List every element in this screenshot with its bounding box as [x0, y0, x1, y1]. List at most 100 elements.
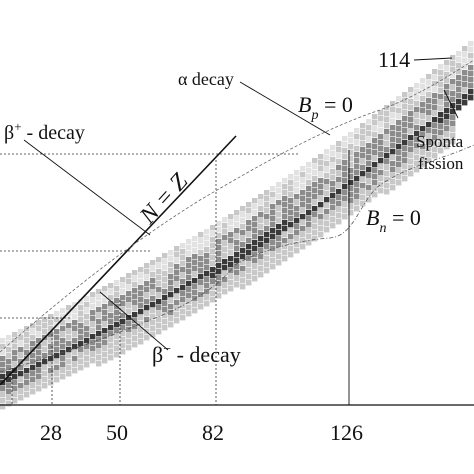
nuclide-cell [228, 274, 234, 280]
nuclide-cell [354, 194, 360, 200]
nuclide-cell [90, 304, 96, 310]
nuclide-cell [450, 127, 456, 133]
nuclide-cell [342, 136, 348, 142]
nuclide-cell [174, 264, 180, 270]
nuclide-cell [456, 81, 462, 87]
nuclide-cell [0, 404, 6, 410]
nuclide-cell [444, 84, 450, 90]
nuclide-cell [420, 144, 426, 150]
nuclide-cell [90, 298, 96, 304]
nuclide-cell [336, 195, 342, 201]
nuclide-cell [42, 323, 48, 329]
nuclide-cell [108, 319, 114, 325]
nuclide-cell [324, 155, 330, 161]
nuclide-cell [414, 113, 420, 119]
nuclide-cell [186, 305, 192, 311]
nuclide-cell [354, 128, 360, 134]
nuclide-cell [96, 337, 102, 343]
nuclide-cell [270, 222, 276, 228]
nuclide-cell [18, 341, 24, 347]
nuclide-cell [462, 100, 468, 106]
nuclide-cell [138, 309, 144, 315]
nuclide-cell [426, 86, 432, 92]
nuclide-cell [372, 132, 378, 138]
nuclide-cell [330, 217, 336, 223]
nuclide-cell [264, 256, 270, 262]
nuclide-cell [180, 255, 186, 261]
nuclide-cell [252, 264, 258, 270]
nuclide-cell [456, 105, 462, 111]
nuclide-cell [330, 193, 336, 199]
nuclide-cell [132, 336, 138, 342]
nuclide-cell [126, 345, 132, 351]
nuclide-cell [156, 329, 162, 335]
nuclide-cell [84, 356, 90, 362]
nuclide-cell [138, 321, 144, 327]
nuclide-cell [198, 298, 204, 304]
nuclide-cell [204, 277, 210, 283]
nuclide-cell [204, 253, 210, 259]
nuclide-cell [390, 185, 396, 191]
nuclide-cell [162, 289, 168, 295]
nuclide-cell [426, 140, 432, 146]
nuclide-cell [366, 197, 372, 203]
nuclide-cell [414, 95, 420, 101]
nuclide-cell [432, 153, 438, 159]
nuclide-cell [174, 252, 180, 258]
nuclide-cell [372, 156, 378, 162]
nuclide-cell [408, 87, 414, 93]
nuclide-cell [348, 210, 354, 216]
nuclide-cell [438, 94, 444, 100]
nuclide-cell [348, 132, 354, 138]
nuclide-cell [174, 300, 180, 306]
nuclide-cell [54, 347, 60, 353]
nuclide-cell [6, 389, 12, 395]
bp-label: Bp = 0 [298, 92, 353, 123]
nuclide-cell [234, 270, 240, 276]
nuclide-cell [66, 365, 72, 371]
nuclide-cell [192, 302, 198, 308]
nuclide-cell [108, 355, 114, 361]
nuclide-cell [216, 251, 222, 257]
nuclide-cell [432, 69, 438, 75]
nuclide-cell [6, 335, 12, 341]
nuclide-cell [360, 171, 366, 177]
nuclide-cell [456, 63, 462, 69]
nuclide-cell [186, 245, 192, 251]
nuclide-cell [360, 153, 366, 159]
nuclide-cell [36, 380, 42, 386]
nuclide-cell [324, 221, 330, 227]
nuclide-cell [468, 65, 474, 71]
nuclide-cell [408, 153, 414, 159]
nuclide-cell [168, 250, 174, 256]
bp-drip-line [0, 59, 474, 353]
nuclide-cell [246, 202, 252, 208]
nuclide-cell [78, 323, 84, 329]
nuclide-cell [366, 131, 372, 137]
nuclide-cell [30, 371, 36, 377]
nuclide-cell [102, 322, 108, 328]
nuclide-cell [258, 224, 264, 230]
nuclide-cell [462, 76, 468, 82]
nuclide-cell [66, 335, 72, 341]
nuclide-cell [216, 269, 222, 275]
nuclide-cell [6, 383, 12, 389]
nuclide-cell [240, 230, 246, 236]
nuclide-cell [30, 353, 36, 359]
nuclide-cell [72, 308, 78, 314]
nuclide-cell [204, 265, 210, 271]
nuclide-cell [84, 326, 90, 332]
nuclide-cell [60, 356, 66, 362]
nuclide-cell [402, 152, 408, 158]
nuclide-cell [174, 270, 180, 276]
nuclide-cell [42, 359, 48, 365]
nuclide-cell [354, 170, 360, 176]
nuclide-cell [198, 262, 204, 268]
nuclide-cell [456, 93, 462, 99]
nuclide-cell [276, 182, 282, 188]
nuclide-cell [186, 293, 192, 299]
bn-symbol: B [366, 205, 379, 230]
nuclide-cell [162, 265, 168, 271]
nuclide-cell [114, 334, 120, 340]
nuclide-cell [456, 51, 462, 57]
